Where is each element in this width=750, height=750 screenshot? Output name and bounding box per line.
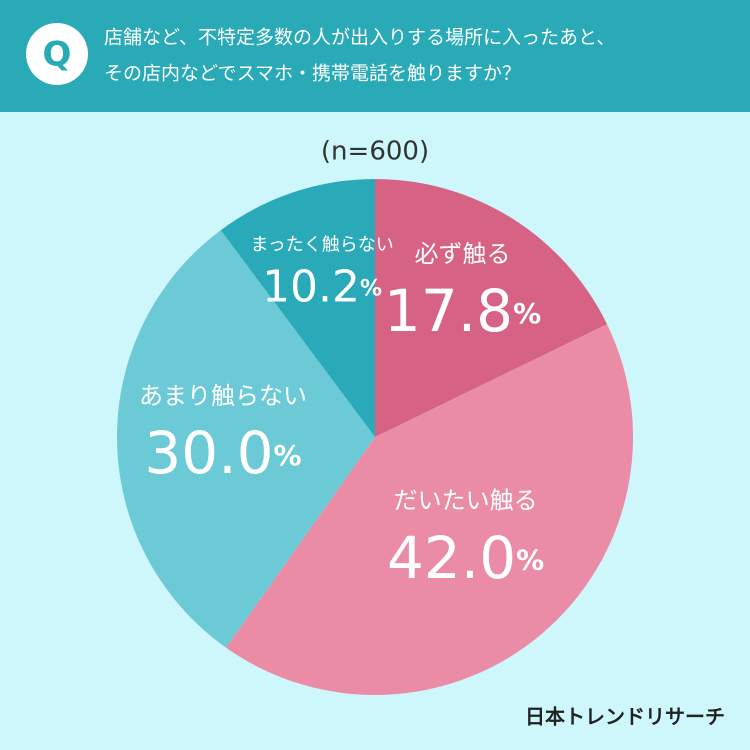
pie-slice	[116, 230, 375, 648]
unit: %	[516, 544, 544, 577]
header	[0, 0, 750, 112]
slice-name: だいたい触る	[394, 487, 538, 515]
slice-name: あまり触らない	[139, 382, 307, 410]
pie-slice	[220, 179, 375, 437]
subtitle: (n=600)	[321, 137, 429, 167]
unit: %	[274, 439, 302, 472]
pie-slice	[375, 179, 608, 437]
unit: %	[513, 297, 541, 330]
pie-slice	[225, 324, 634, 696]
source: 日本トレンドリサーチ	[525, 705, 725, 729]
title-line: 店舗など、不特定多数の人が出入りする場所に入ったあと、	[104, 27, 615, 49]
unit: %	[360, 277, 382, 302]
slice-name: 必ず触る	[415, 240, 511, 268]
slice-name: まったく触らない	[250, 235, 393, 256]
badge: Q	[43, 35, 72, 75]
badge-circle	[26, 23, 88, 85]
pie: 必ず触る17.8%だいたい触る42.0%あまり触らない30.0%まったく触らない…	[116, 179, 634, 696]
title-line: その店内などでスマホ・携帯電話を触りますか？	[104, 63, 521, 85]
